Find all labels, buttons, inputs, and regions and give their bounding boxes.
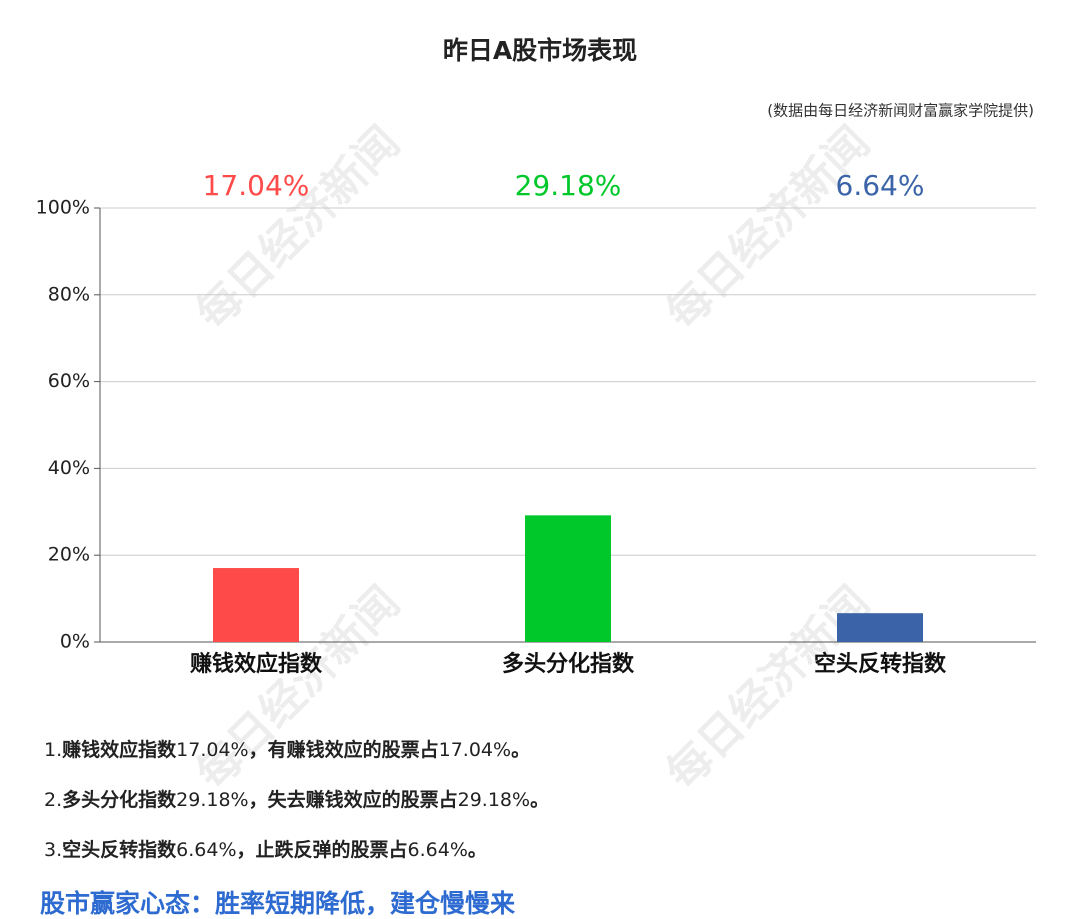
- bar: [525, 515, 611, 642]
- x-tick-label: 多头分化指数: [502, 651, 635, 677]
- note-part: 多头分化指数: [62, 788, 177, 811]
- y-tick-label: 100%: [36, 197, 90, 219]
- note-part: 6.64%: [176, 839, 236, 861]
- note-part: 。: [468, 839, 487, 861]
- note-part: 。: [511, 739, 530, 761]
- note-part: ，止跌反弹的股票占: [237, 838, 408, 861]
- note-part: 空头反转指数: [62, 838, 177, 861]
- value-label: 6.64%: [836, 169, 925, 202]
- note-part: 29.18%: [176, 789, 248, 811]
- note-part: 赚钱效应指数: [61, 738, 177, 761]
- note-part: 2.: [44, 789, 62, 811]
- note-part: ，失去赚钱效应的股票占: [249, 788, 458, 811]
- watermark: 每日经济新闻: [187, 117, 410, 340]
- bar: [213, 568, 299, 642]
- note-part: ，有赚钱效应的股票占: [249, 738, 439, 761]
- note: 1.赚钱效应指数17.04%，有赚钱效应的股票占17.04%。: [44, 738, 530, 761]
- note-part: 17.04%: [176, 739, 248, 761]
- value-label: 17.04%: [203, 169, 310, 202]
- footer-heading: 股市赢家心态：胜率短期降低，建仓慢慢来: [40, 889, 516, 918]
- chart-title: 昨日A股市场表现: [443, 36, 637, 65]
- note-part: 6.64%: [408, 839, 468, 861]
- source-note: (数据由每日经济新闻财富赢家学院提供): [767, 102, 1034, 120]
- x-tick-label: 赚钱效应指数: [190, 651, 323, 677]
- note-part: 1.: [44, 739, 62, 761]
- watermark: 每日经济新闻: [657, 577, 880, 800]
- y-tick-label: 60%: [48, 370, 90, 392]
- bar: [837, 613, 923, 642]
- note: 2.多头分化指数29.18%，失去赚钱效应的股票占29.18%。: [44, 788, 549, 811]
- watermark: 每日经济新闻: [657, 117, 880, 340]
- note-part: 29.18%: [458, 789, 530, 811]
- note: 3.空头反转指数6.64%，止跌反弹的股票占6.64%。: [44, 838, 487, 861]
- note-part: 17.04%: [439, 739, 511, 761]
- note-part: 3.: [44, 839, 62, 861]
- note-part: 。: [530, 789, 549, 811]
- y-tick-label: 80%: [48, 283, 90, 305]
- value-label: 29.18%: [515, 169, 622, 202]
- y-tick-label: 0%: [60, 631, 90, 653]
- x-tick-label: 空头反转指数: [814, 651, 947, 677]
- y-tick-label: 20%: [48, 544, 90, 566]
- y-tick-label: 40%: [48, 457, 90, 479]
